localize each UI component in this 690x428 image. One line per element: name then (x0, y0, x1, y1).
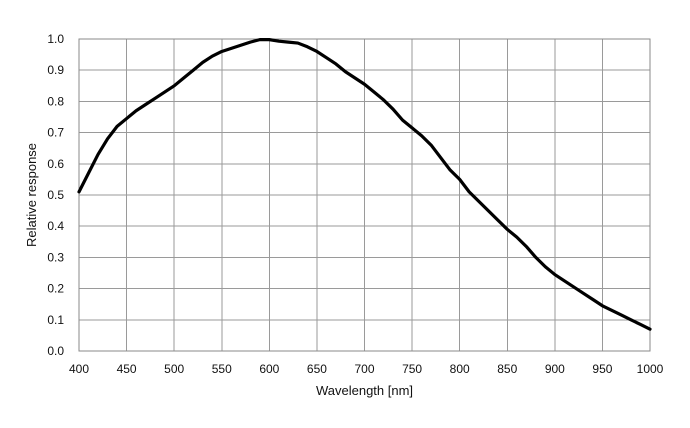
y-tick-label: 0.0 (47, 344, 64, 358)
x-axis-tick-labels: 400 450 500 550 600 650 700 750 800 850 900 950 1000 (69, 362, 664, 376)
x-tick-label: 800 (450, 362, 470, 376)
x-tick-label: 600 (259, 362, 279, 376)
x-tick-label: 400 (69, 362, 89, 376)
series (77, 38, 652, 331)
x-tick-label: 450 (117, 362, 137, 376)
y-tick-label: 0.6 (47, 157, 64, 171)
x-tick-label: 700 (354, 362, 374, 376)
x-tick-label: 500 (164, 362, 184, 376)
x-axis-title: Wavelength [nm] (316, 383, 413, 398)
x-tick-label: 750 (402, 362, 422, 376)
y-tick-label: 1.0 (47, 32, 64, 46)
x-tick-label: 650 (307, 362, 327, 376)
x-tick-label: 850 (497, 362, 517, 376)
y-tick-label: 0.8 (47, 94, 64, 108)
y-axis-tick-labels: 0.0 0.1 0.2 0.3 0.4 0.5 0.6 0.7 0.8 0.9 1.0 (47, 32, 64, 358)
y-tick-label: 0.5 (47, 188, 64, 202)
x-tick-label: 550 (212, 362, 232, 376)
relative-response-line (77, 38, 652, 331)
x-tick-label: 1000 (637, 362, 664, 376)
y-tick-label: 0.9 (47, 63, 64, 77)
y-tick-label: 0.2 (47, 282, 64, 296)
y-tick-label: 0.1 (47, 313, 64, 327)
x-tick-label: 950 (592, 362, 612, 376)
y-axis-title: Relative response (24, 143, 39, 247)
plot-area (78, 38, 651, 352)
y-tick-label: 0.4 (47, 219, 64, 233)
y-tick-label: 0.3 (47, 250, 64, 264)
x-tick-label: 900 (545, 362, 565, 376)
y-tick-label: 0.7 (47, 126, 64, 140)
